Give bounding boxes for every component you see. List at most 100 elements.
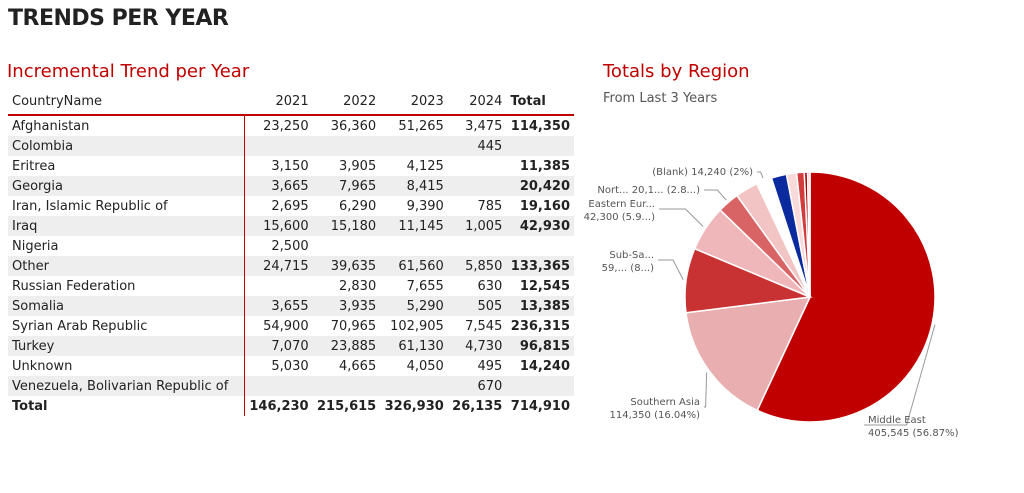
value-cell: 36,360 bbox=[330, 118, 377, 134]
pie-slice[interactable] bbox=[806, 171, 811, 298]
value-cell: 3,665 bbox=[271, 178, 309, 194]
table-row: Somalia 3,655 3,935 5,290 505 13,385 bbox=[8, 296, 574, 316]
value-cell: 20,420 bbox=[519, 178, 570, 194]
slice-label: Eastern Eur... bbox=[588, 199, 655, 210]
value-cell: 9,390 bbox=[406, 198, 444, 214]
country-cell: Nigeria bbox=[8, 236, 245, 256]
value-cell: 133,365 bbox=[510, 258, 570, 274]
value-cell: 495 bbox=[477, 358, 503, 374]
value-cell: 215,615 bbox=[312, 396, 381, 416]
country-cell: Other bbox=[8, 256, 245, 276]
value-cell: 19,160 bbox=[519, 198, 570, 214]
value-cell: 11,145 bbox=[398, 218, 444, 234]
value-cell: 714,910 bbox=[506, 396, 574, 416]
column-header[interactable]: 2021 bbox=[275, 93, 309, 109]
country-cell: Georgia bbox=[8, 176, 245, 196]
country-cell: Syrian Arab Republic bbox=[8, 316, 245, 336]
page-title: TRENDS PER YEAR bbox=[8, 6, 229, 31]
country-cell: Unknown bbox=[8, 356, 245, 376]
slice-value-label: 114,350 (16.04%) bbox=[610, 410, 701, 421]
value-cell: 4,665 bbox=[339, 358, 377, 374]
column-header[interactable]: 2022 bbox=[343, 93, 377, 109]
value-cell: 4,050 bbox=[406, 358, 444, 374]
country-cell: Eritrea bbox=[8, 156, 245, 176]
value-cell: 4,730 bbox=[465, 338, 503, 354]
leader-line bbox=[658, 259, 684, 281]
country-cell: Somalia bbox=[8, 296, 245, 316]
value-cell: 13,385 bbox=[519, 298, 570, 314]
value-cell: 7,655 bbox=[406, 278, 444, 294]
value-cell: 5,850 bbox=[465, 258, 503, 274]
table-row: Afghanistan 23,250 36,360 51,265 3,475 114,35… bbox=[8, 115, 574, 136]
pie-slice[interactable] bbox=[756, 171, 936, 423]
trend-matrix: CountryName 2021 2022 2023 2024 Total Afghani… bbox=[8, 88, 574, 416]
pie-slice[interactable] bbox=[685, 296, 812, 412]
table-row: Unknown 5,030 4,665 4,050 495 14,240 bbox=[8, 356, 574, 376]
pie-title: Totals by Region bbox=[603, 61, 750, 82]
country-cell: Turkey bbox=[8, 336, 245, 356]
value-cell: 102,905 bbox=[390, 318, 444, 334]
table-row: Colombia 445 bbox=[8, 136, 574, 156]
country-cell: Venezuela, Bolivarian Republic of bbox=[8, 376, 245, 396]
value-cell: 670 bbox=[477, 378, 503, 394]
value-cell: 61,130 bbox=[398, 338, 444, 354]
value-cell: 2,830 bbox=[339, 278, 377, 294]
value-cell: 42,930 bbox=[519, 218, 570, 234]
column-header[interactable]: CountryName bbox=[12, 93, 102, 109]
country-cell: Russian Federation bbox=[8, 276, 245, 296]
value-cell: 2,695 bbox=[271, 198, 309, 214]
value-cell: 3,655 bbox=[271, 298, 309, 314]
slice-label: Southern Asia bbox=[630, 397, 700, 408]
value-cell: 15,180 bbox=[330, 218, 377, 234]
country-cell: Total bbox=[8, 396, 245, 416]
country-cell: Afghanistan bbox=[8, 115, 245, 136]
value-cell: 15,600 bbox=[263, 218, 309, 234]
value-cell: 11,385 bbox=[519, 158, 570, 174]
column-header[interactable]: 2023 bbox=[410, 93, 444, 109]
table-row: Eritrea 3,150 3,905 4,125 11,385 bbox=[8, 156, 574, 176]
table-row: Iraq 15,600 15,180 11,145 1,005 42,930 bbox=[8, 216, 574, 236]
value-cell: 70,965 bbox=[330, 318, 377, 334]
slice-value-label: 42,300 (5.9...) bbox=[584, 212, 656, 223]
value-cell: 3,935 bbox=[339, 298, 377, 314]
value-cell: 23,885 bbox=[330, 338, 377, 354]
leader-line bbox=[659, 208, 704, 227]
leader-line bbox=[864, 324, 936, 426]
slice-value-label: 59,... (8...) bbox=[602, 263, 654, 274]
table-title: Incremental Trend per Year bbox=[7, 61, 250, 82]
value-cell: 8,415 bbox=[406, 178, 444, 194]
column-header[interactable]: 2024 bbox=[469, 93, 503, 109]
leader-line bbox=[704, 372, 708, 408]
value-cell: 3,150 bbox=[271, 158, 309, 174]
value-cell: 630 bbox=[477, 278, 503, 294]
value-cell: 24,715 bbox=[263, 258, 309, 274]
country-cell: Iran, Islamic Republic of bbox=[8, 196, 245, 216]
total-row: Total 146,230 215,615 326,930 26,135 714,910 bbox=[8, 396, 574, 416]
value-cell: 326,930 bbox=[380, 396, 448, 416]
value-cell: 1,005 bbox=[465, 218, 503, 234]
value-cell: 61,560 bbox=[398, 258, 444, 274]
value-cell: 5,290 bbox=[406, 298, 444, 314]
country-cell: Iraq bbox=[8, 216, 245, 236]
table-row: Iran, Islamic Republic of 2,695 6,290 9,390… bbox=[8, 196, 574, 216]
value-cell: 4,125 bbox=[406, 158, 444, 174]
value-cell: 7,070 bbox=[271, 338, 309, 354]
leader-line bbox=[757, 171, 764, 179]
value-cell: 51,265 bbox=[398, 118, 444, 134]
country-cell: Colombia bbox=[8, 136, 245, 156]
value-cell: 23,250 bbox=[263, 118, 309, 134]
value-cell: 146,230 bbox=[244, 396, 313, 416]
value-cell: 445 bbox=[477, 138, 503, 154]
value-cell: 39,635 bbox=[330, 258, 377, 274]
slice-label: Nort... 20,1... (2.8...) bbox=[597, 185, 700, 196]
slice-value-label: 405,545 (56.87%) bbox=[868, 428, 959, 439]
slice-label: Sub-Sa... bbox=[609, 250, 654, 261]
table-row: Georgia 3,665 7,965 8,415 20,420 bbox=[8, 176, 574, 196]
value-cell: 14,240 bbox=[519, 358, 570, 374]
value-cell: 505 bbox=[477, 298, 503, 314]
value-cell: 54,900 bbox=[263, 318, 309, 334]
column-header[interactable]: Total bbox=[510, 93, 546, 109]
slice-label: (Blank) 14,240 (2%) bbox=[652, 167, 753, 178]
value-cell: 96,815 bbox=[519, 338, 570, 354]
value-cell: 114,350 bbox=[510, 118, 570, 134]
